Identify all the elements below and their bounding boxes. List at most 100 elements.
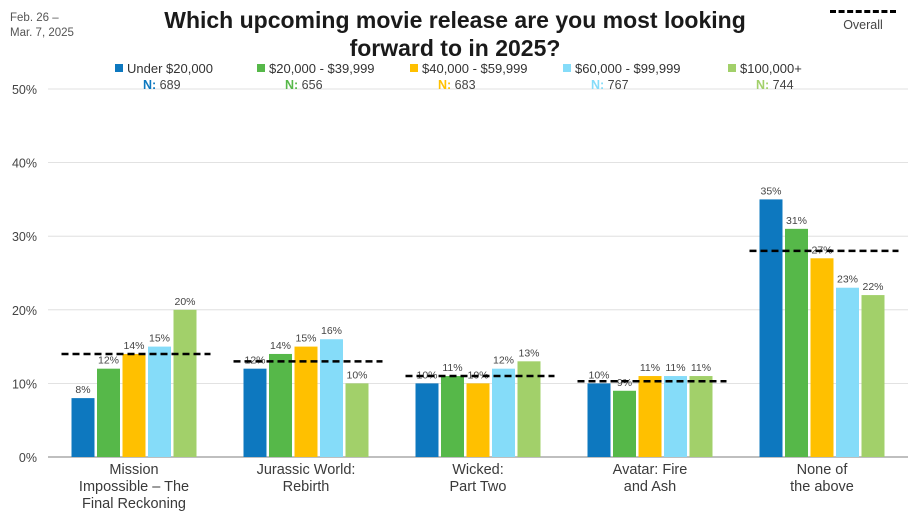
bar — [517, 361, 541, 457]
bar-value-label: 16% — [321, 325, 342, 337]
legend-n-value: 683 — [455, 78, 476, 92]
bar-value-label: 20% — [174, 296, 195, 308]
bar-value-label: 13% — [518, 347, 539, 359]
bar — [759, 199, 783, 457]
bar — [785, 228, 808, 457]
bar — [294, 346, 318, 457]
bar — [492, 368, 515, 457]
y-tick-label: 50% — [12, 83, 37, 97]
bar — [664, 376, 687, 457]
overall-legend-label: Overall — [843, 18, 883, 32]
bar — [587, 383, 611, 457]
y-tick-label: 40% — [12, 157, 37, 171]
y-tick-label: 0% — [19, 451, 37, 465]
date-range-line-1: Feb. 26 – — [10, 12, 59, 24]
legend-n-value: 656 — [302, 78, 323, 92]
bar-value-label: 10% — [416, 369, 437, 381]
bar-value-label: 14% — [123, 340, 144, 352]
bar — [861, 295, 885, 457]
x-category-label: the above — [790, 479, 854, 495]
x-category-label: Mission — [109, 462, 158, 478]
bar — [71, 398, 95, 457]
y-tick-label: 10% — [12, 377, 37, 391]
legend-n-prefix: N: — [591, 78, 608, 92]
bar-value-label: 35% — [760, 185, 781, 197]
bar-value-label: 15% — [295, 333, 316, 345]
bar — [243, 368, 267, 457]
bar-value-label: 10% — [588, 369, 609, 381]
legend-swatch — [410, 64, 418, 72]
y-tick-label: 20% — [12, 304, 37, 318]
bar — [148, 346, 171, 457]
bar — [173, 309, 197, 457]
bar — [613, 390, 636, 457]
bar-value-label: 11% — [691, 362, 711, 374]
chart-title-line-1: Which upcoming movie release are you mos… — [164, 7, 746, 33]
x-category-label: and Ash — [624, 479, 676, 495]
x-category-label: Impossible – The — [79, 479, 189, 495]
bar — [689, 376, 713, 457]
legend-n-prefix: N: — [438, 78, 455, 92]
bar-value-label: 31% — [786, 215, 807, 227]
bar — [466, 383, 490, 457]
x-category-label: Final Reckoning — [82, 496, 186, 512]
legend-swatch — [257, 64, 265, 72]
bar-value-label: 8% — [75, 384, 90, 396]
bar-value-label: 11% — [442, 362, 462, 374]
x-category-label: Jurassic World: — [257, 462, 356, 478]
bar-value-label: 14% — [270, 340, 291, 352]
overall-dashed-line-swatch — [830, 10, 896, 13]
bar — [345, 383, 369, 457]
bar-value-label: 12% — [98, 355, 119, 367]
bar — [441, 376, 464, 457]
legend-sample-size: N: 683 — [438, 78, 476, 92]
legend-swatch — [563, 64, 571, 72]
date-range-line-2: Mar. 7, 2025 — [10, 27, 74, 39]
legend-n-prefix: N: — [285, 78, 302, 92]
bar — [638, 376, 662, 457]
bar — [415, 383, 439, 457]
legend-series-name: $40,000 - $59,999 — [422, 61, 528, 76]
bar-value-label: 12% — [493, 355, 514, 367]
chart-title-line-2: forward to in 2025? — [349, 35, 561, 61]
bar-value-label: 11% — [665, 362, 685, 374]
bar — [269, 353, 292, 457]
legend-sample-size: N: 689 — [143, 78, 181, 92]
bar — [320, 339, 343, 457]
bar-value-label: 9% — [617, 377, 632, 389]
overall-legend: Overall — [828, 10, 898, 32]
bar-value-label: 11% — [640, 362, 660, 374]
bar — [810, 258, 834, 457]
legend-series-name: $20,000 - $39,999 — [269, 61, 375, 76]
bar-value-label: 12% — [244, 355, 265, 367]
legend-n-prefix: N: — [756, 78, 773, 92]
x-category-label: Avatar: Fire — [613, 462, 688, 478]
legend-n-value: 744 — [773, 78, 794, 92]
x-category-label: None of — [797, 462, 849, 478]
bar — [836, 287, 859, 457]
bar-value-label: 22% — [862, 281, 883, 293]
legend-series-name: Under $20,000 — [127, 61, 213, 76]
legend-n-value: 767 — [608, 78, 629, 92]
legend-n-prefix: N: — [143, 78, 160, 92]
date-range-note: Feb. 26 – Mar. 7, 2025 — [10, 11, 74, 41]
legend-sample-size: N: 767 — [591, 78, 629, 92]
legend-series-name: $100,000+ — [740, 61, 802, 76]
bar-value-label: 10% — [346, 369, 367, 381]
legend-sample-size: N: 656 — [285, 78, 323, 92]
legend-swatch — [115, 64, 123, 72]
bar-value-label: 23% — [837, 274, 858, 286]
bar — [122, 353, 146, 457]
bar-value-label: 15% — [149, 333, 170, 345]
x-category-label: Wicked: — [452, 462, 504, 478]
chart-title: Which upcoming movie release are you mos… — [110, 6, 800, 62]
legend-series-name: $60,000 - $99,999 — [575, 61, 681, 76]
legend-swatch — [728, 64, 736, 72]
legend-sample-size: N: 744 — [756, 78, 794, 92]
legend-n-value: 689 — [160, 78, 181, 92]
bar — [97, 368, 120, 457]
y-tick-label: 30% — [12, 230, 37, 244]
x-category-label: Part Two — [450, 479, 507, 495]
x-category-label: Rebirth — [283, 479, 330, 495]
